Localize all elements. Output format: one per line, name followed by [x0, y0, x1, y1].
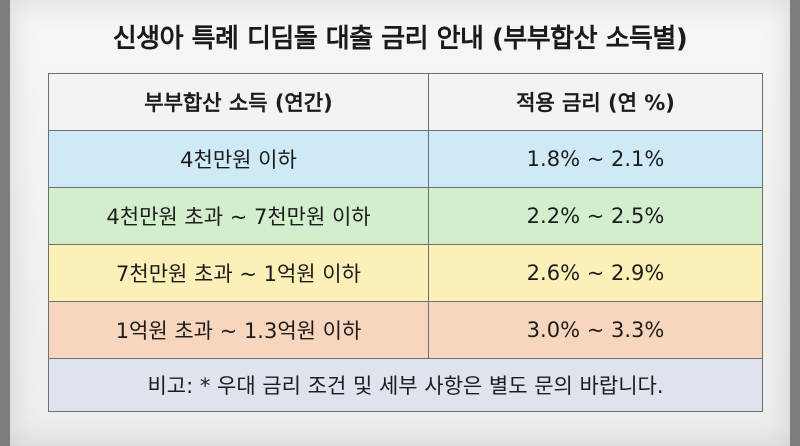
table-row: 4천만원 초과 ~ 7천만원 이하 2.2% ~ 2.5%: [48, 187, 763, 245]
header-rate: 적용 금리 (연 %): [428, 73, 763, 131]
info-board: 신생아 특례 디딤돌 대출 금리 안내 (부부합산 소득별) 부부합산 소득 (…: [10, 0, 790, 446]
income-cell: 4천만원 이하: [48, 130, 429, 188]
rate-cell: 2.2% ~ 2.5%: [428, 187, 763, 245]
income-cell: 7천만원 초과 ~ 1억원 이하: [48, 244, 429, 302]
page-title: 신생아 특례 디딤돌 대출 금리 안내 (부부합산 소득별): [112, 24, 688, 54]
table-row: 4천만원 이하 1.8% ~ 2.1%: [48, 130, 763, 188]
table-row: 7천만원 초과 ~ 1억원 이하 2.6% ~ 2.9%: [48, 244, 763, 302]
rate-cell: 3.0% ~ 3.3%: [428, 301, 763, 359]
income-cell: 1억원 초과 ~ 1.3억원 이하: [48, 301, 429, 359]
note-text: 비고: * 우대 금리 조건 및 세부 사항은 별도 문의 바랍니다.: [48, 358, 763, 412]
income-cell: 4천만원 초과 ~ 7천만원 이하: [48, 187, 429, 245]
rate-cell: 2.6% ~ 2.9%: [428, 244, 763, 302]
table-row: 1억원 초과 ~ 1.3억원 이하 3.0% ~ 3.3%: [48, 301, 763, 359]
header-income: 부부합산 소득 (연간): [48, 73, 429, 131]
table-header-row: 부부합산 소득 (연간) 적용 금리 (연 %): [48, 73, 763, 131]
note-row: 비고: * 우대 금리 조건 및 세부 사항은 별도 문의 바랍니다.: [48, 358, 763, 412]
rate-table: 부부합산 소득 (연간) 적용 금리 (연 %) 4천만원 이하 1.8% ~ …: [48, 73, 763, 412]
rate-cell: 1.8% ~ 2.1%: [428, 130, 763, 188]
